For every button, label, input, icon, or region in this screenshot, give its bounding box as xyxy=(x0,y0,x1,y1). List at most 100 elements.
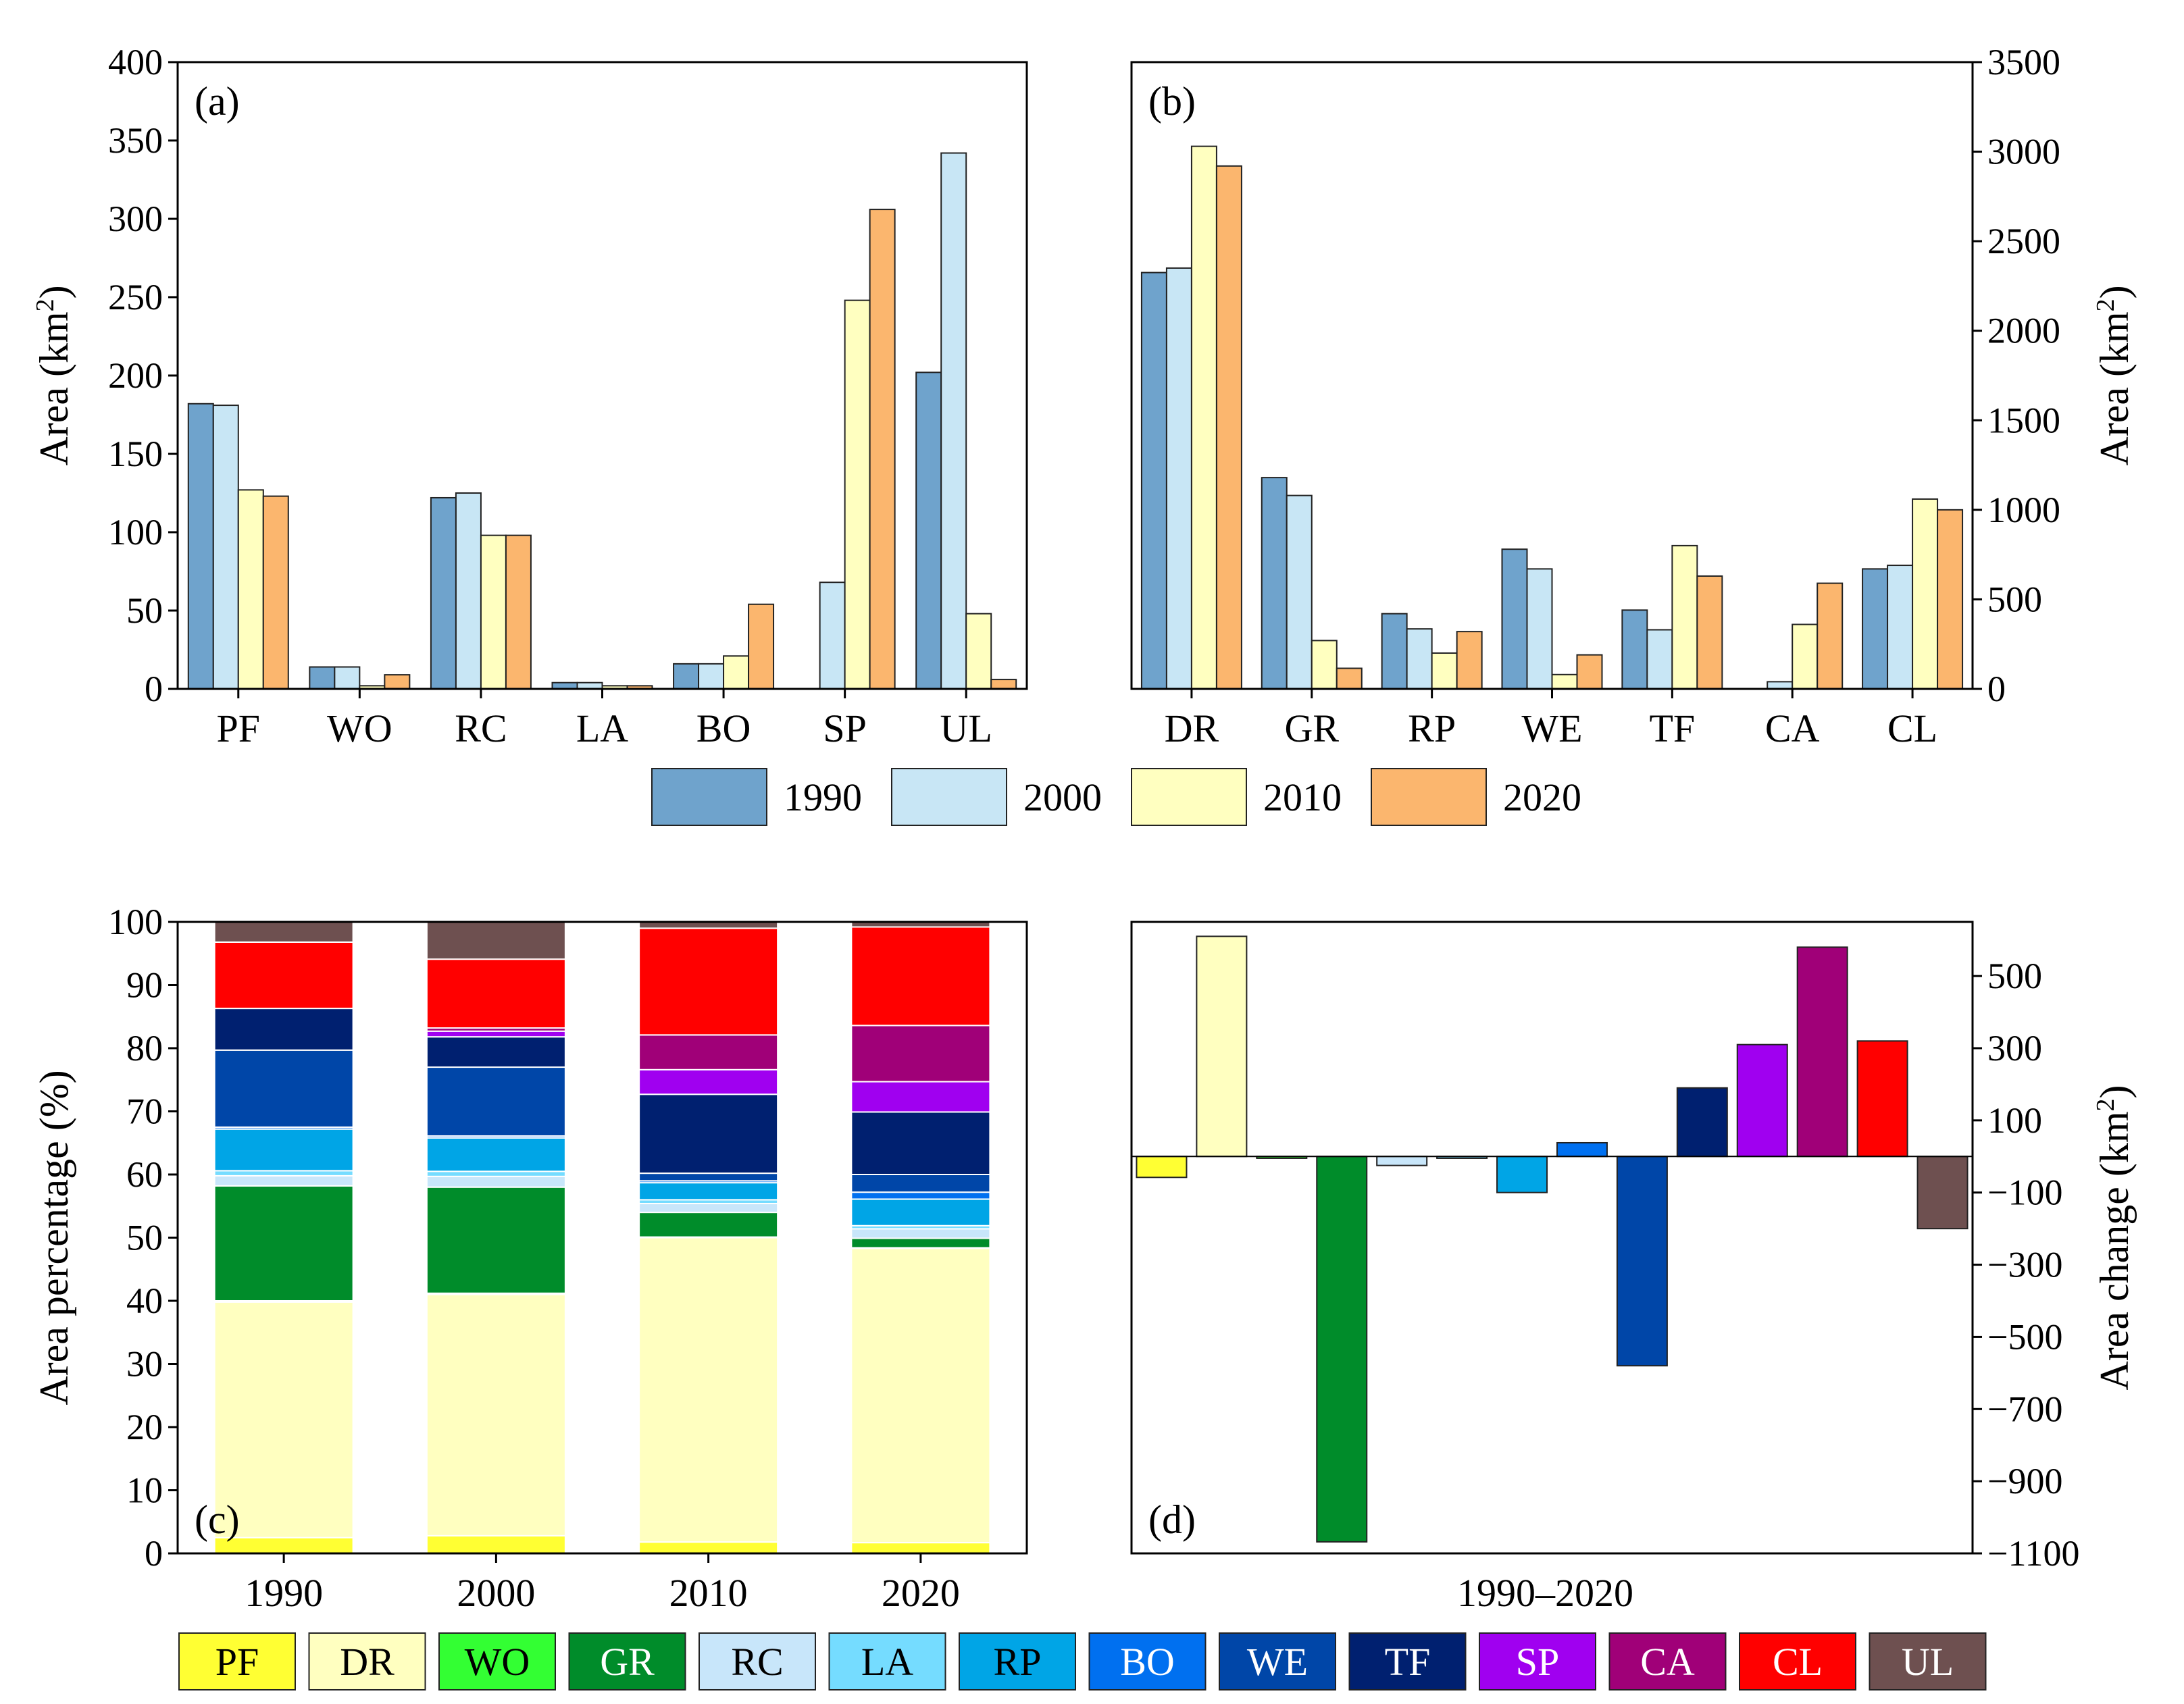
bar-d-PF xyxy=(1136,1156,1188,1179)
bar-a-BO-2010 xyxy=(723,655,750,690)
bar-d-CA xyxy=(1796,946,1848,1158)
panel-label-b: (b) xyxy=(1148,79,1196,124)
ytick-label-c: 70 xyxy=(126,1091,163,1132)
bar-b-RP-2020 xyxy=(1456,631,1483,690)
xlabel-d: 1990–2020 xyxy=(1457,1571,1633,1615)
bar-d-RC xyxy=(1376,1156,1428,1166)
legend-class-swatch-BO xyxy=(1088,1632,1207,1690)
ytick-label-d: −700 xyxy=(1987,1389,2062,1429)
xtick-label-b-RP: RP xyxy=(1408,706,1456,750)
xtick-label-a-UL: UL xyxy=(940,706,992,750)
stack-c-2020-DR xyxy=(850,1247,991,1544)
xtick-label-b-GR: GR xyxy=(1284,706,1339,750)
ytick-label-a: 50 xyxy=(126,590,163,631)
stack-c-2000-CL xyxy=(426,958,566,1029)
legend-class-swatch-TF xyxy=(1348,1632,1467,1690)
bar-a-SP-2000 xyxy=(819,582,846,690)
bar-b-GR-2010 xyxy=(1311,640,1338,690)
legend-class-label-LA: LA xyxy=(861,1640,913,1684)
ytick-label-d: −1100 xyxy=(1987,1533,2079,1574)
bar-b-DR-2000 xyxy=(1165,267,1192,690)
legend-class-label-CA: CA xyxy=(1640,1640,1695,1684)
ylabel-c: Area percentage (%) xyxy=(32,1070,76,1405)
legend-class-swatch-WO xyxy=(438,1632,556,1690)
ytick-label-a: 200 xyxy=(108,355,163,396)
ytick-label-a: 100 xyxy=(108,512,163,552)
bar-b-CA-2020 xyxy=(1817,582,1844,690)
ytick-label-a: 0 xyxy=(145,669,163,709)
plot-frame-d xyxy=(1130,921,1974,1555)
bar-b-WE-1990 xyxy=(1501,548,1528,690)
bar-d-TF xyxy=(1676,1087,1728,1158)
ytick-label-d: 100 xyxy=(1987,1100,2042,1141)
ytick-label-a: 150 xyxy=(108,434,163,474)
bar-b-DR-1990 xyxy=(1140,272,1167,690)
legend-class-label-WE: WE xyxy=(1247,1640,1308,1684)
panel-label-d: (d) xyxy=(1148,1497,1196,1542)
stack-c-2010-WE xyxy=(638,1172,779,1182)
stack-c-2020-GR xyxy=(850,1237,991,1249)
xtick-label-a-SP: SP xyxy=(823,706,867,750)
bar-b-GR-2020 xyxy=(1336,667,1363,690)
legend-swatch-1990 xyxy=(651,768,767,826)
legend-label-2000: 2000 xyxy=(1023,775,1102,819)
ytick-label-b: 3500 xyxy=(1987,42,2060,82)
stack-c-2000-PF xyxy=(426,1534,566,1555)
bar-b-RP-2000 xyxy=(1406,628,1433,690)
bar-d-WE xyxy=(1616,1156,1668,1367)
legend-class-label-RC: RC xyxy=(731,1640,783,1684)
stack-c-1990-LA xyxy=(213,1170,354,1177)
legend-swatch-2020 xyxy=(1371,768,1487,826)
legend-years: 1990 2000 2010 2020 xyxy=(651,768,1581,826)
stack-c-2010-SP xyxy=(638,1068,779,1095)
bar-a-RC-1990 xyxy=(430,496,457,690)
bar-a-BO-2000 xyxy=(698,663,725,690)
bar-a-WO-2020 xyxy=(384,674,411,690)
bar-b-WE-2020 xyxy=(1576,654,1603,690)
legend-class-swatch-GR xyxy=(568,1632,686,1690)
legend-class-label-RP: RP xyxy=(994,1640,1042,1684)
legend-swatch-2000 xyxy=(891,768,1007,826)
ytick-label-b: 1500 xyxy=(1987,400,2060,440)
panel-label-c: (c) xyxy=(195,1497,240,1542)
bar-a-UL-2020 xyxy=(990,679,1017,690)
bar-b-DR-2010 xyxy=(1190,145,1217,690)
ytick-label-c: 20 xyxy=(126,1407,163,1447)
ytick-label-c: 40 xyxy=(126,1281,163,1321)
ytick-label-c: 30 xyxy=(126,1344,163,1385)
ytick-label-b: 500 xyxy=(1987,579,2042,619)
ytick-label-c: 60 xyxy=(126,1154,163,1195)
stack-c-2020-TF xyxy=(850,1111,991,1176)
stack-c-2020-WE xyxy=(850,1174,991,1193)
bar-a-PF-2020 xyxy=(262,495,289,690)
stack-c-1990-RC xyxy=(213,1174,354,1187)
stack-c-1990-CL xyxy=(213,941,354,1010)
bar-a-WO-1990 xyxy=(309,666,336,690)
ylabel-b: Area (km2) xyxy=(2091,285,2137,465)
bar-b-TF-2000 xyxy=(1646,629,1673,690)
legend-swatch-2010 xyxy=(1131,768,1247,826)
legend-class-swatch-SP xyxy=(1479,1632,1596,1690)
ytick-label-b: 0 xyxy=(1987,669,2006,709)
bar-d-RP xyxy=(1496,1156,1548,1193)
bar-a-RC-2010 xyxy=(480,534,507,690)
bar-b-DR-2020 xyxy=(1215,165,1242,690)
bar-b-RP-2010 xyxy=(1431,652,1458,690)
stack-c-1990-RP xyxy=(213,1128,354,1172)
bar-a-UL-2000 xyxy=(940,152,967,690)
legend-class-swatch-CA xyxy=(1608,1632,1727,1690)
stack-c-2000-GR xyxy=(426,1186,566,1294)
stack-c-2020-CL xyxy=(850,926,991,1027)
ytick-label-b: 3000 xyxy=(1987,132,2060,172)
xtick-label-b-CL: CL xyxy=(1887,706,1937,750)
bar-d-BO xyxy=(1556,1141,1608,1158)
bar-a-RC-2020 xyxy=(505,534,532,690)
stack-c-2010-TF xyxy=(638,1093,779,1174)
legend-class-swatch-LA xyxy=(828,1632,946,1690)
legend-class-label-TF: TF xyxy=(1385,1640,1431,1684)
bar-d-GR xyxy=(1316,1156,1368,1543)
stack-c-1990-DR xyxy=(213,1301,354,1539)
legend-label-2020: 2020 xyxy=(1503,775,1581,819)
stack-c-1990-TF xyxy=(213,1008,354,1051)
